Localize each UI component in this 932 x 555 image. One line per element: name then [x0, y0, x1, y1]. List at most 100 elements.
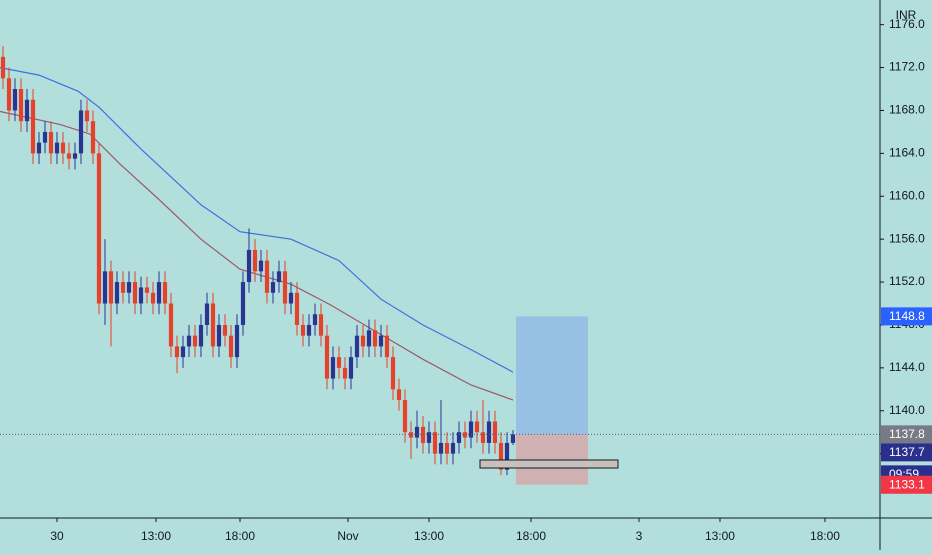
- candle-body: [186, 335, 192, 347]
- y-tick-label: 1152.0: [889, 274, 925, 288]
- candle-body: [288, 292, 294, 304]
- candle-body: [486, 421, 492, 443]
- candle-body: [132, 282, 138, 304]
- candle-body: [78, 110, 84, 154]
- candle-body: [270, 282, 276, 293]
- candle-body: [462, 432, 468, 438]
- candle-body: [366, 330, 372, 347]
- candle-body: [72, 153, 78, 159]
- candle-body: [480, 432, 486, 443]
- candle-body: [18, 89, 24, 122]
- candle-body: [180, 346, 186, 358]
- candle-body: [294, 292, 300, 325]
- candle-body: [0, 56, 6, 79]
- candle-body: [276, 271, 282, 283]
- x-tick-label: 13:00: [414, 529, 444, 543]
- candle-body: [264, 260, 270, 293]
- x-tick-label: 30: [50, 529, 64, 543]
- candle-body: [174, 346, 180, 358]
- candle-body: [48, 131, 54, 154]
- candle-body: [90, 121, 96, 154]
- candle-body: [198, 324, 204, 347]
- candle-body: [114, 282, 120, 304]
- x-tick-label: 13:00: [141, 529, 171, 543]
- candle-body: [282, 271, 288, 304]
- candle-body: [360, 335, 366, 347]
- x-tick-label: 18:00: [810, 529, 840, 543]
- x-tick-label: 18:00: [516, 529, 546, 543]
- candle-body: [192, 335, 198, 347]
- candle-body: [504, 442, 510, 470]
- candle-body: [126, 282, 132, 293]
- candle-body: [258, 260, 264, 272]
- candle-body: [510, 434, 516, 443]
- candle-body: [36, 142, 42, 154]
- y-tick-label: 1168.0: [889, 103, 925, 117]
- y-tick-label: 1176.0: [889, 17, 925, 31]
- candle-body: [222, 324, 228, 336]
- candle-body: [312, 314, 318, 325]
- candle-body: [144, 287, 150, 293]
- candle-body: [474, 421, 480, 433]
- y-tick-label: 1144.0: [889, 360, 925, 374]
- candle-body: [6, 78, 12, 111]
- candle-body: [84, 110, 90, 122]
- x-tick-label: 18:00: [225, 529, 255, 543]
- candle-body: [60, 142, 66, 154]
- currency-label: INR: [896, 8, 917, 22]
- stop-label: 1133.1: [889, 477, 925, 491]
- entry-label-bg: [881, 425, 932, 444]
- x-tick-label: Nov: [337, 529, 358, 543]
- candle-body: [402, 400, 408, 433]
- candle-body: [438, 442, 444, 454]
- candle-body: [390, 357, 396, 390]
- candle-body: [234, 324, 240, 358]
- candle-body: [306, 324, 312, 336]
- last-price-label-bg: [881, 443, 932, 462]
- y-tick-label: 1156.0: [889, 231, 925, 245]
- candle-body: [12, 89, 18, 111]
- target-label: 1148.8: [889, 309, 925, 323]
- candle-body: [150, 292, 156, 304]
- last-price-label: 1137.7: [889, 445, 925, 459]
- candle-body: [318, 314, 324, 336]
- candle-body: [168, 303, 174, 347]
- candle-body: [54, 142, 60, 154]
- y-tick-label: 1160.0: [889, 188, 925, 202]
- candle-body: [432, 432, 438, 454]
- moving-average: [0, 67, 514, 373]
- candle-body: [66, 153, 72, 159]
- stop-label-bg: [881, 475, 932, 494]
- candle-body: [354, 335, 360, 358]
- candle-body: [342, 367, 348, 379]
- x-tick-label: 3: [636, 529, 643, 543]
- candle-body: [210, 303, 216, 347]
- candle-body: [216, 324, 222, 347]
- candle-body: [396, 389, 402, 401]
- candle-body: [30, 99, 36, 154]
- x-tick-label: 13:00: [705, 529, 735, 543]
- candle-body: [348, 357, 354, 379]
- candle-body: [444, 442, 450, 454]
- candle-body: [408, 432, 414, 438]
- candle-body: [102, 271, 108, 304]
- target-zone: [515, 316, 588, 435]
- candle-body: [228, 335, 234, 358]
- y-tick-label: 1172.0: [889, 60, 925, 74]
- candle-body: [330, 357, 336, 379]
- candle-body: [108, 271, 114, 304]
- candle-body: [300, 324, 306, 336]
- entry-label: 1137.8: [889, 427, 925, 441]
- candle-body: [324, 335, 330, 379]
- candle-body: [492, 421, 498, 443]
- candle-body: [450, 442, 456, 454]
- moving-average: [0, 110, 514, 401]
- y-tick-label: 1140.0: [889, 403, 925, 417]
- candle-body: [252, 249, 258, 272]
- drawn-box: [479, 459, 619, 469]
- candle-body: [420, 426, 426, 443]
- candle-body: [456, 432, 462, 443]
